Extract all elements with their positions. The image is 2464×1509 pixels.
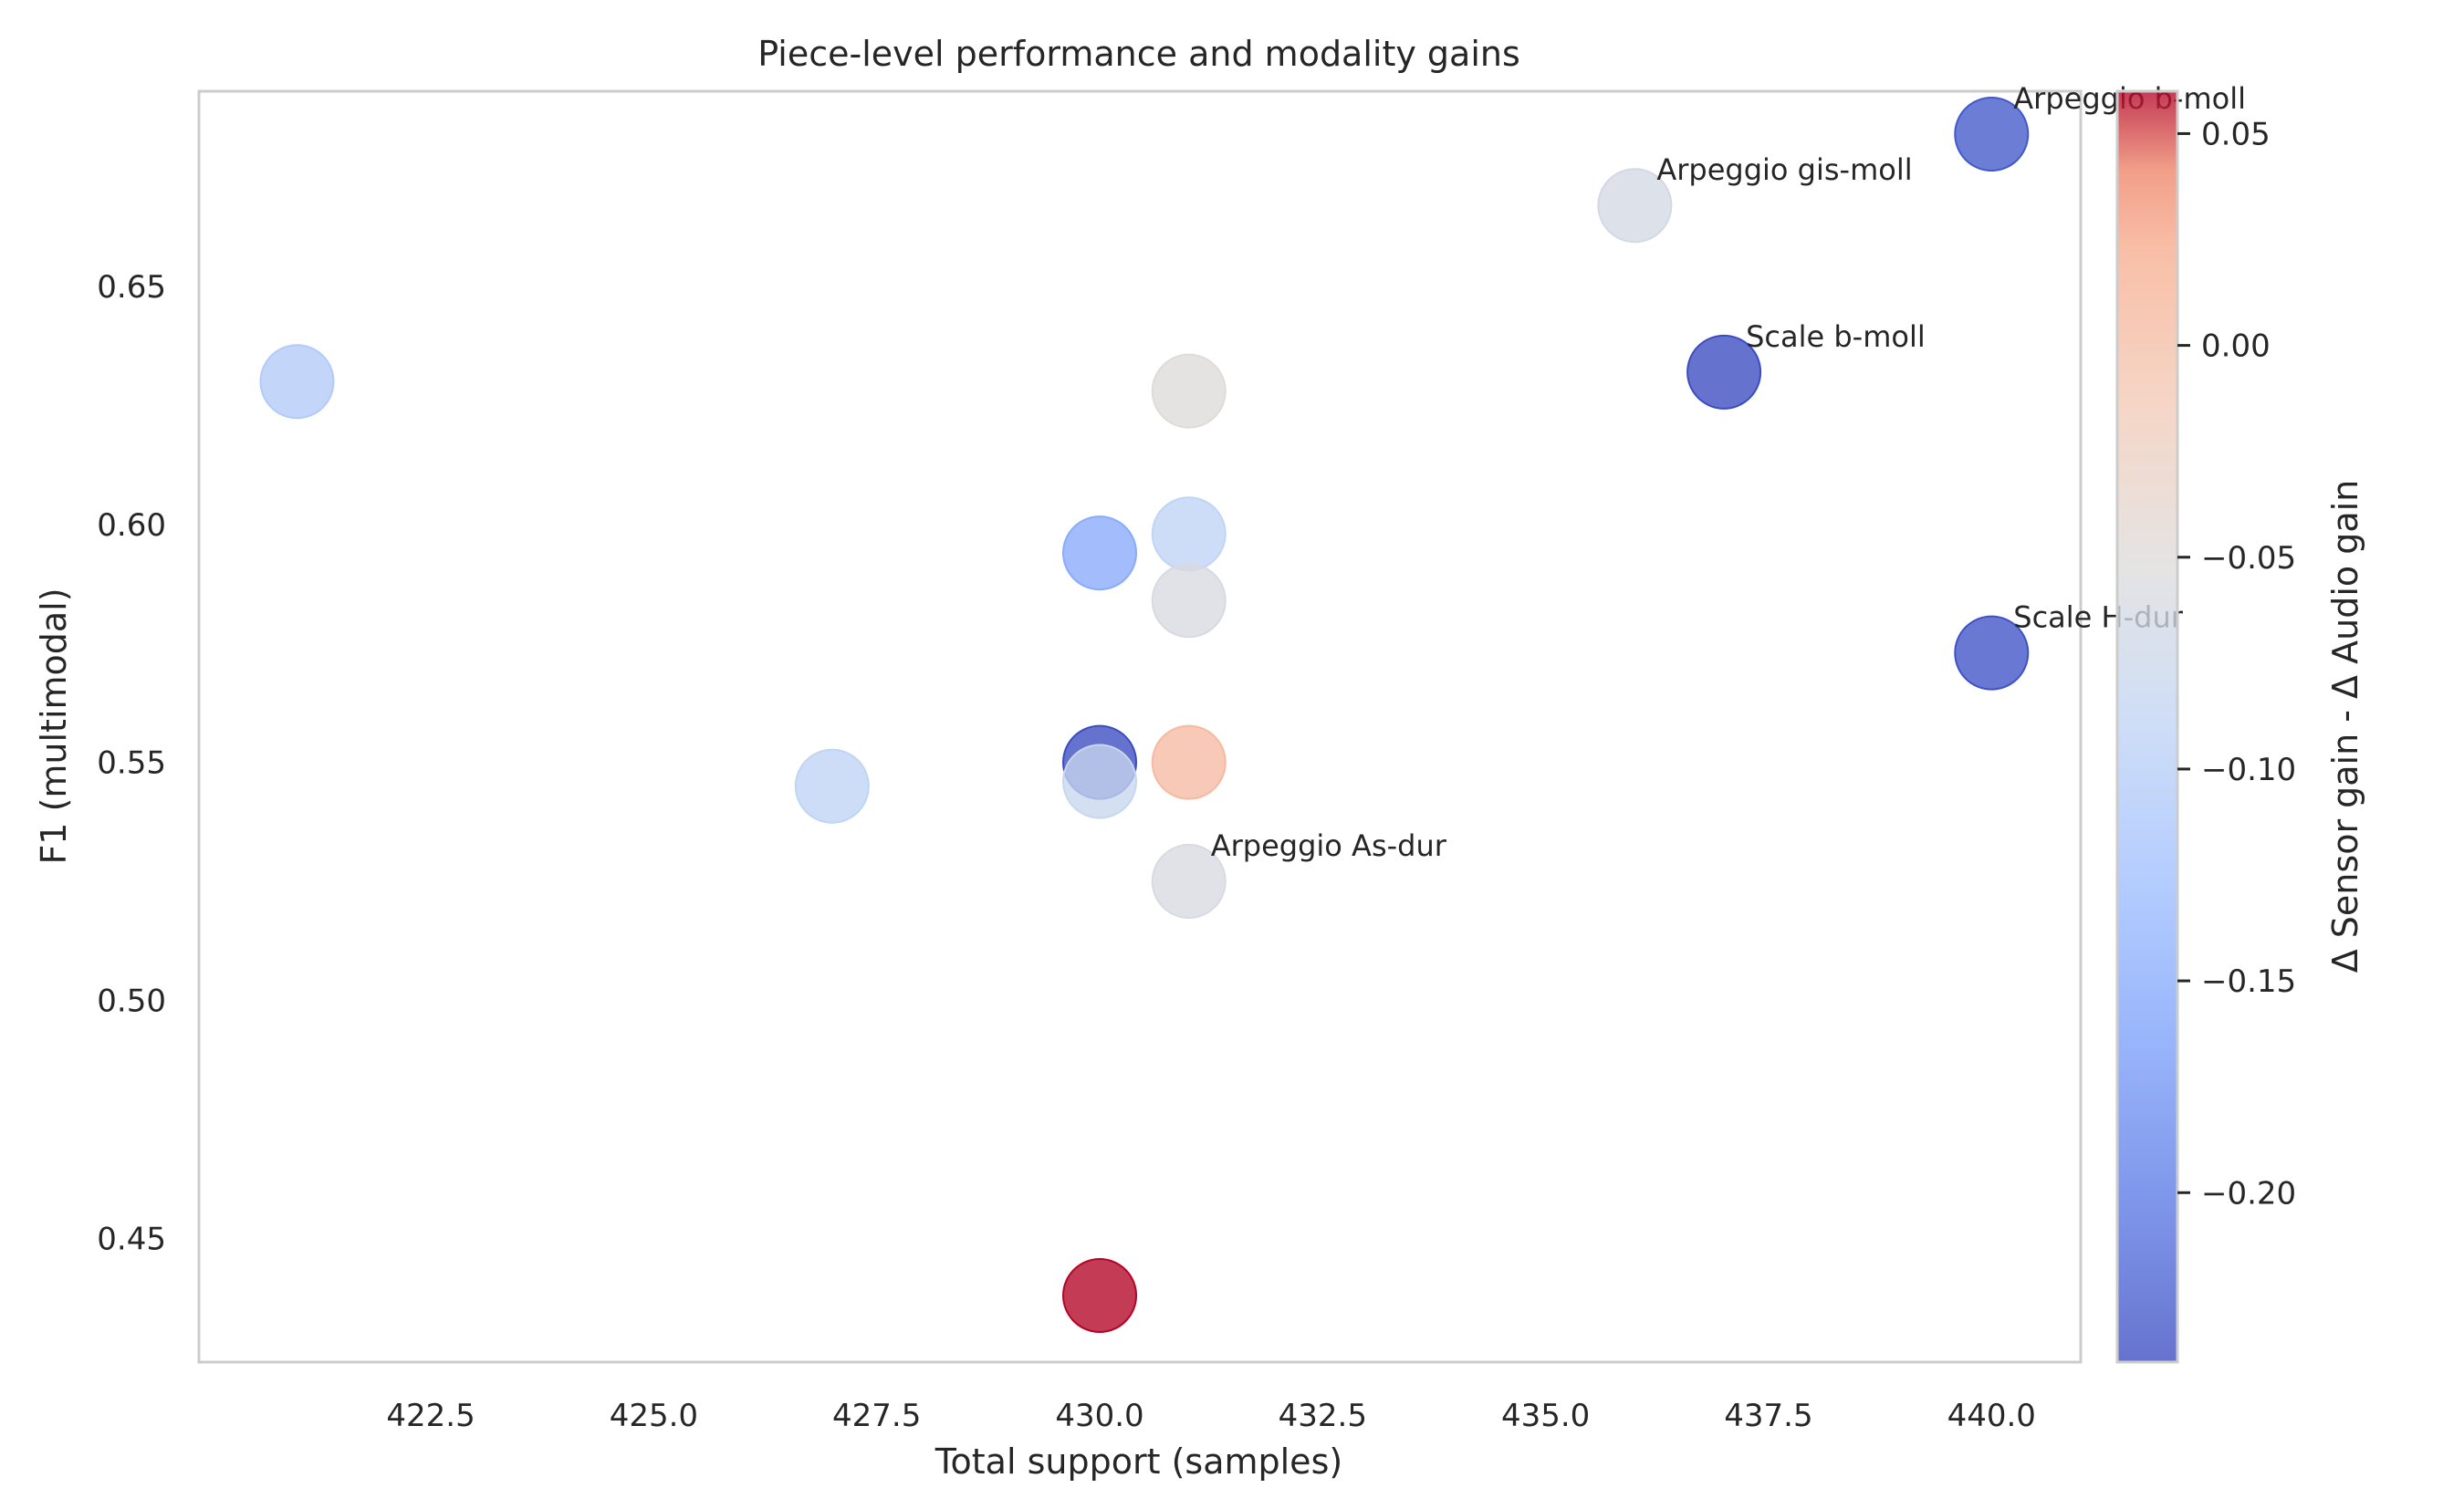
colorbar-tick-label: −0.10 <box>2201 752 2296 788</box>
data-point <box>1151 724 1227 800</box>
data-point <box>1151 844 1227 920</box>
data-points <box>259 96 2030 1333</box>
data-point <box>1686 334 1762 410</box>
data-point <box>259 344 335 420</box>
data-point <box>1062 744 1138 819</box>
point-annotation: Scale b-moll <box>1746 319 1926 354</box>
colorbar-tick-label: −0.20 <box>2201 1175 2296 1212</box>
x-tick-label: 427.5 <box>832 1398 921 1434</box>
data-point <box>1062 515 1138 591</box>
colorbar-title: Δ Sensor gain - Δ Audio gain <box>2325 480 2365 973</box>
x-axis-title: Total support (samples) <box>934 1441 1342 1482</box>
colorbar-gradient <box>2115 89 2179 1364</box>
colorbar-tick-label: 0.05 <box>2201 116 2271 152</box>
y-axis-title: F1 (multimodal) <box>34 588 74 864</box>
y-tick-label: 0.65 <box>97 269 166 306</box>
colorbar-ticks: 0.05 0.00 −0.05 −0.10 −0.15 −0.20 <box>2177 116 2296 1212</box>
data-point <box>1597 168 1673 244</box>
y-tick-label: 0.60 <box>97 507 166 544</box>
colorbar-tick-label: −0.15 <box>2201 963 2296 1000</box>
data-point <box>1062 1257 1138 1333</box>
x-tick-label: 440.0 <box>1947 1398 2036 1434</box>
x-tick-label: 430.0 <box>1055 1398 1143 1434</box>
x-tick-label: 422.5 <box>386 1398 475 1434</box>
y-tick-label: 0.55 <box>97 745 166 782</box>
y-axis-ticks: 0.45 0.50 0.55 0.60 0.65 <box>97 269 166 1257</box>
data-point <box>794 748 870 824</box>
x-tick-label: 425.0 <box>610 1398 698 1434</box>
data-point <box>1954 96 2030 172</box>
x-tick-label: 432.5 <box>1279 1398 1367 1434</box>
data-point <box>1151 496 1227 572</box>
data-point <box>1954 615 2030 691</box>
point-annotation: Arpeggio As-dur <box>1211 828 1447 863</box>
colorbar-tick-label: −0.05 <box>2201 540 2296 577</box>
x-axis-ticks: 422.5 425.0 427.5 430.0 432.5 435.0 437.5 440.0 <box>386 1398 2036 1434</box>
y-tick-label: 0.45 <box>97 1221 166 1257</box>
data-point <box>1151 353 1227 429</box>
plot-area <box>197 89 2083 1364</box>
x-tick-label: 435.0 <box>1501 1398 1590 1434</box>
y-tick-label: 0.50 <box>97 983 166 1019</box>
chart-title: Piece-level performance and modality gai… <box>757 34 1520 74</box>
colorbar-tick-label: 0.00 <box>2201 328 2271 365</box>
colorbar: 0.05 0.00 −0.05 −0.10 −0.15 −0.20 Δ Sensor ga… <box>2115 89 2365 1364</box>
point-annotation: Arpeggio gis-moll <box>1656 152 1912 187</box>
data-point <box>1151 563 1227 639</box>
x-tick-label: 437.5 <box>1724 1398 1812 1434</box>
